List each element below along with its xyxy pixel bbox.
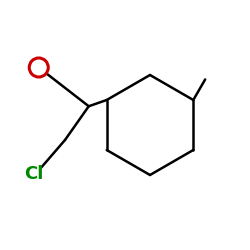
Text: Cl: Cl — [24, 165, 44, 183]
